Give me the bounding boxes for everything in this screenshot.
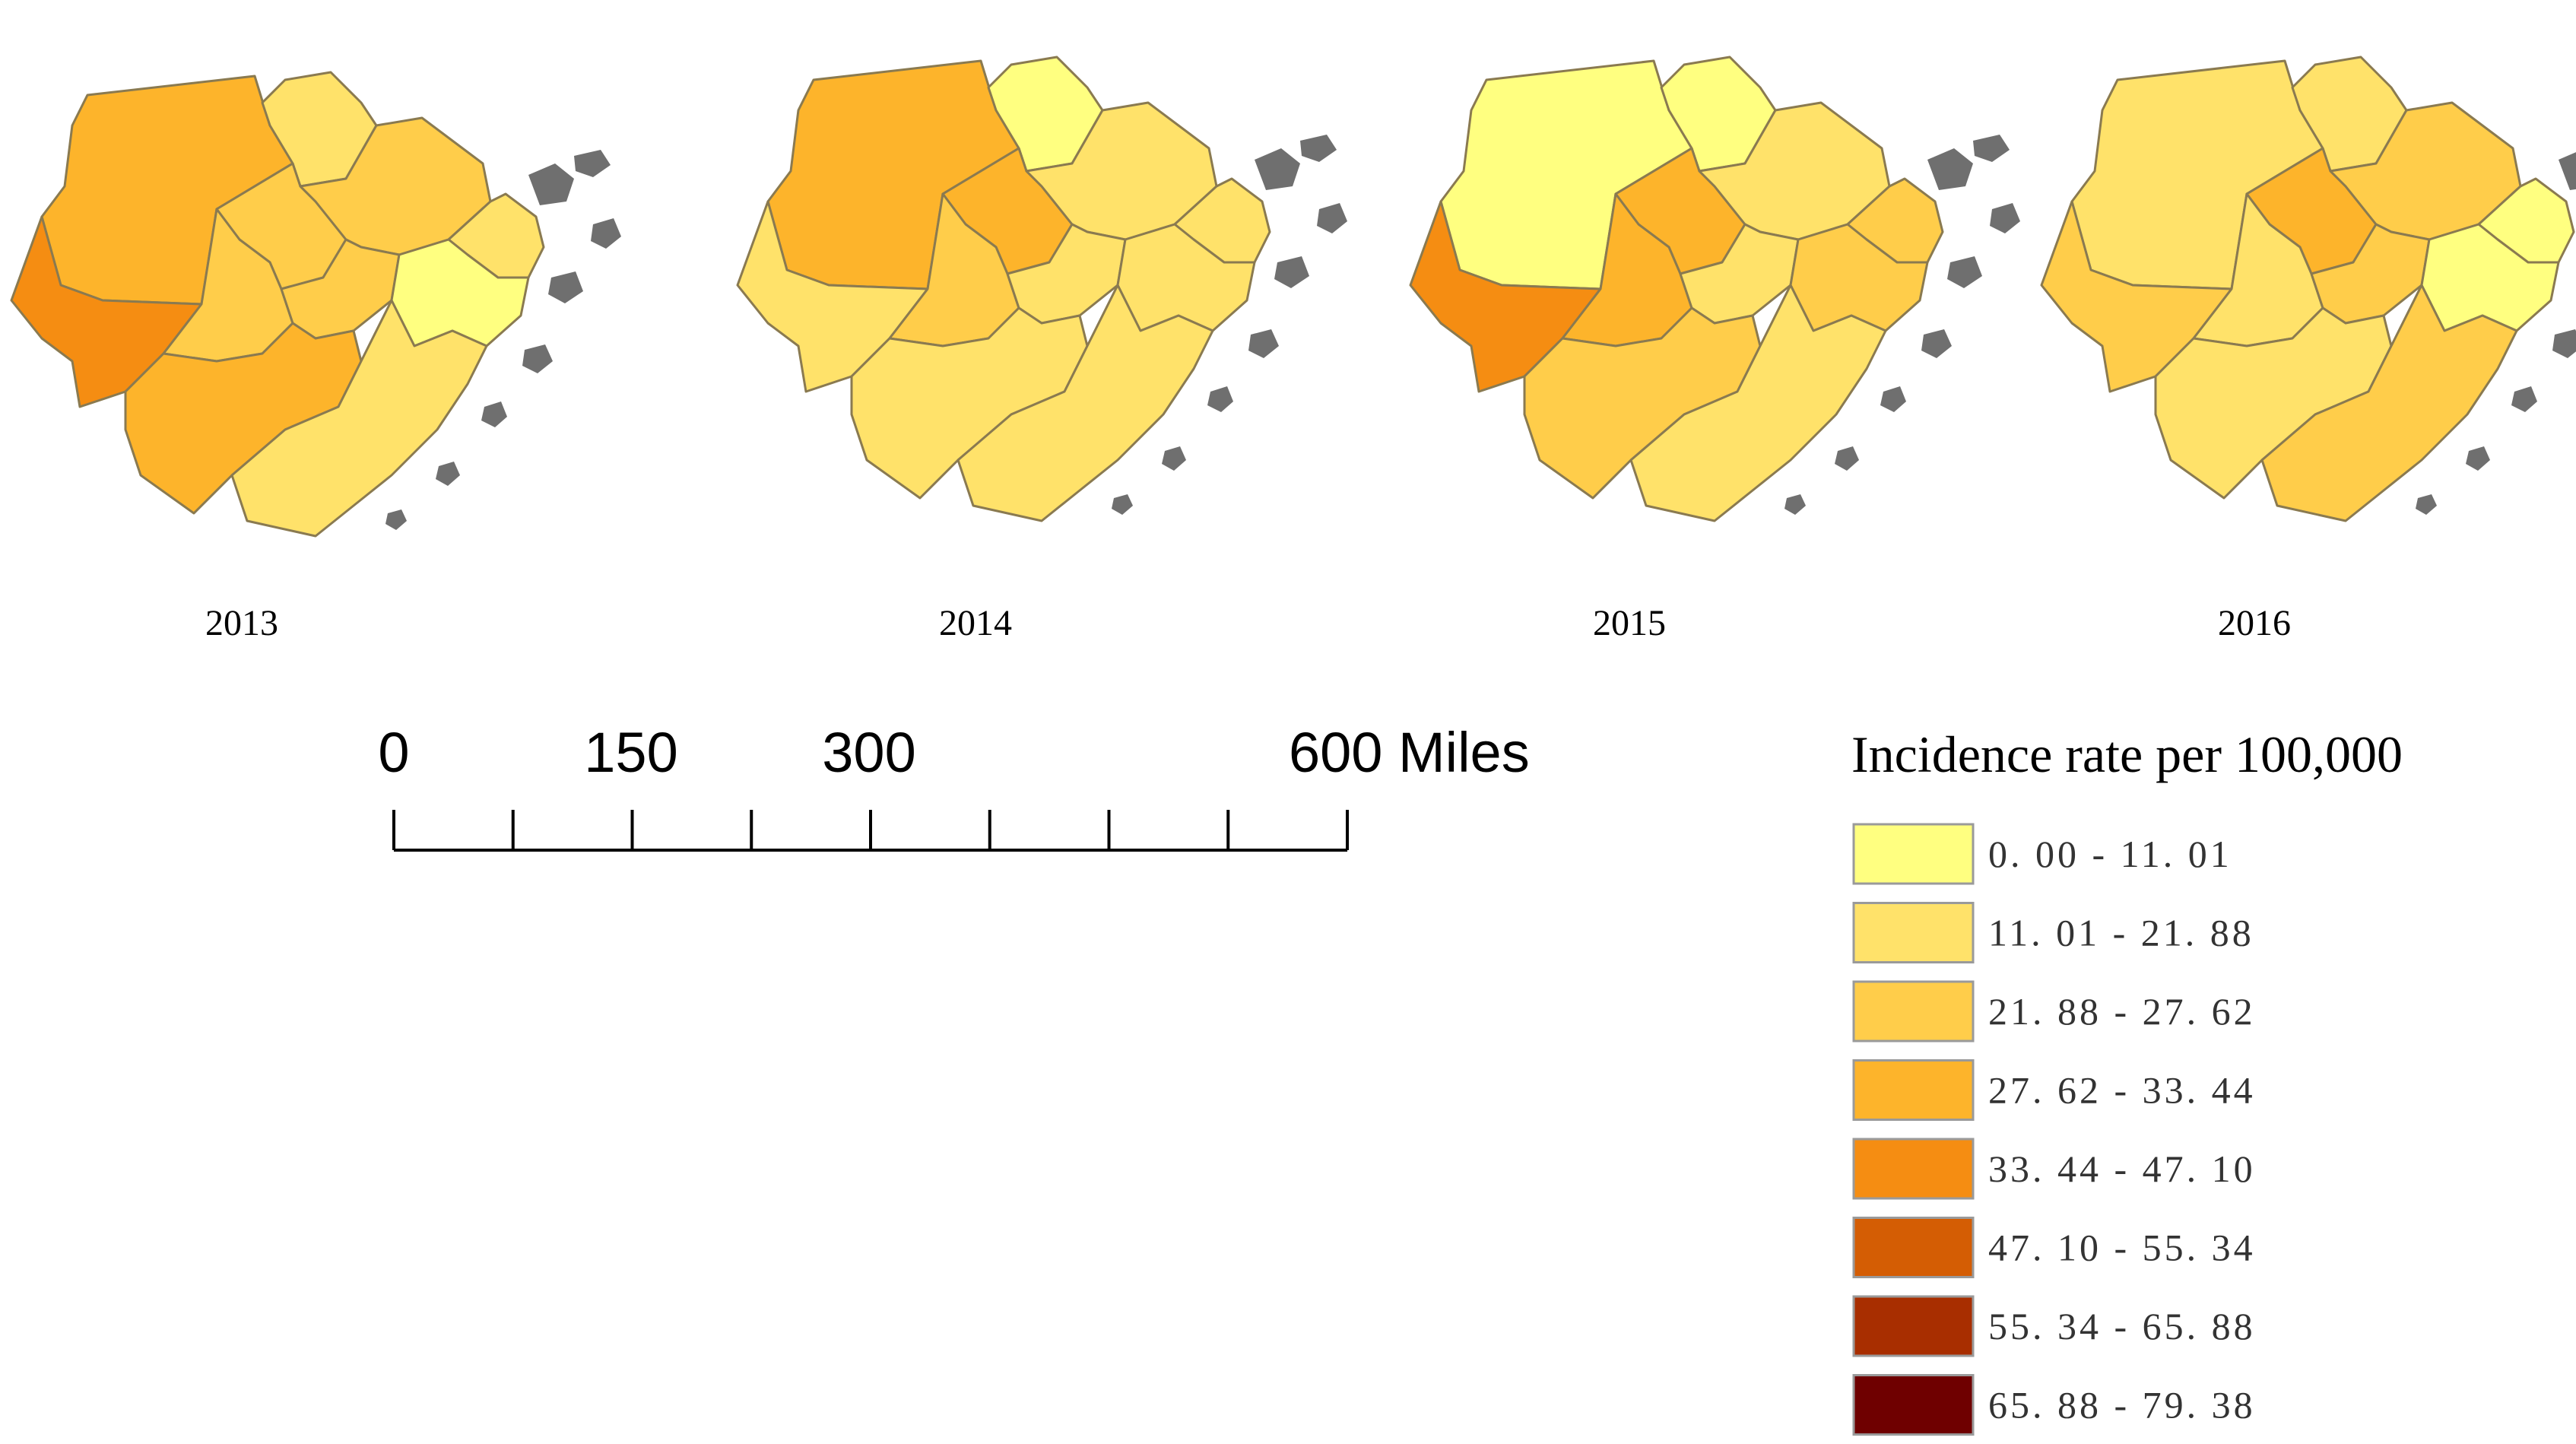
legend-label-2: 11. 01 - 21. 88 (1988, 912, 2254, 954)
year-maps (10, 56, 2576, 538)
map-2015-island-3 (1990, 203, 2020, 233)
legend-swatch-7 (1852, 1295, 1975, 1357)
map-2015-island-7 (1835, 446, 1859, 471)
legend-swatch-3 (1852, 980, 1975, 1043)
scale-label-600-miles: 600 Miles (1289, 721, 1530, 784)
map-2016 (2040, 56, 2576, 522)
map-2013-islands (385, 150, 621, 530)
legend-label-1: 0. 00 - 11. 01 (1988, 833, 2232, 875)
legend-item-7: 55. 34 - 65. 88 (1852, 1295, 2256, 1357)
legend-label-3: 21. 88 - 27. 62 (1988, 990, 2256, 1033)
map-2015-island-4 (1947, 256, 1982, 288)
scale-bar: 0 150 300 600 Miles (378, 721, 1530, 852)
legend-item-4: 27. 62 - 33. 44 (1852, 1059, 2256, 1121)
map-2014-island-1 (1255, 148, 1300, 190)
map-2013-island-7 (436, 462, 460, 486)
map-2013-island-4 (548, 271, 583, 303)
year-labels: 2013 2014 2015 2016 (205, 603, 2291, 643)
year-label-2013: 2013 (205, 603, 278, 643)
map-2015-island-2 (1973, 135, 2010, 162)
map-2016-island-6 (2511, 386, 2537, 412)
map-2016-island-1 (2559, 152, 2576, 190)
legend-swatch-2 (1852, 902, 1975, 963)
legend-item-1: 0. 00 - 11. 01 (1852, 823, 2232, 885)
map-2014-island-2 (1300, 135, 1337, 162)
scale-label-300: 300 (822, 721, 915, 784)
map-2015-islands (1784, 135, 2020, 515)
legend-label-4: 27. 62 - 33. 44 (1988, 1069, 2256, 1112)
legend-item-5: 33. 44 - 47. 10 (1852, 1138, 2256, 1200)
map-2013-island-2 (574, 150, 611, 177)
map-2015-island-8 (1784, 494, 1806, 515)
year-label-2014: 2014 (939, 603, 1012, 643)
legend-title: Incidence rate per 100,000 (1851, 725, 2403, 783)
legend-swatch-6 (1852, 1217, 1975, 1278)
legend-swatch-8 (1852, 1374, 1975, 1436)
map-2016-island-8 (2416, 494, 2437, 515)
legend-label-5: 33. 44 - 47. 10 (1988, 1147, 2256, 1190)
legend-swatch-5 (1852, 1138, 1975, 1200)
map-2013-island-8 (385, 509, 407, 530)
scale-ticks (392, 810, 1349, 852)
legend-items: 0. 00 - 11. 01 11. 01 - 21. 88 21. 88 - 27… (1852, 823, 2256, 1436)
legend-item-8: 65. 88 - 79. 38 (1852, 1374, 2256, 1436)
year-label-2016: 2016 (2218, 603, 2291, 643)
legend: Incidence rate per 100,000 0. 00 - 11. 0… (1851, 725, 2403, 1436)
map-2014-region-11 (956, 284, 1214, 522)
legend-label-6: 47. 10 - 55. 34 (1988, 1227, 2256, 1269)
map-2014-island-4 (1274, 256, 1309, 288)
map-2013-island-6 (481, 401, 507, 427)
map-2015-island-1 (1927, 148, 1973, 190)
map-2015-region-11 (1629, 284, 1887, 522)
legend-item-6: 47. 10 - 55. 34 (1852, 1217, 2256, 1278)
map-2015 (1409, 56, 2020, 522)
map-2013-region-11 (230, 299, 488, 538)
scale-label-150: 150 (584, 721, 677, 784)
legend-item-2: 11. 01 - 21. 88 (1852, 902, 2254, 963)
map-2013 (10, 71, 621, 538)
map-2014 (736, 56, 1347, 522)
map-2014-island-5 (1248, 329, 1279, 358)
map-2014-island-8 (1112, 494, 1133, 515)
map-2015-island-6 (1880, 386, 1906, 412)
legend-item-3: 21. 88 - 27. 62 (1852, 980, 2256, 1043)
legend-swatch-1 (1852, 823, 1975, 885)
map-2016-islands (2416, 152, 2576, 515)
map-2015-island-5 (1921, 329, 1952, 358)
map-2016-island-7 (2466, 446, 2490, 471)
year-label-2015: 2015 (1593, 603, 1666, 643)
scale-label-0: 0 (378, 721, 409, 784)
map-2013-island-5 (522, 344, 553, 373)
legend-swatch-4 (1852, 1059, 1975, 1121)
legend-label-8: 65. 88 - 79. 38 (1988, 1384, 2256, 1427)
map-2014-island-6 (1207, 386, 1233, 412)
map-2014-island-7 (1162, 446, 1186, 471)
map-2014-island-3 (1317, 203, 1347, 233)
map-2013-island-3 (591, 218, 621, 249)
map-2014-islands (1112, 135, 1347, 515)
map-2016-island-5 (2552, 329, 2576, 358)
legend-label-7: 55. 34 - 65. 88 (1988, 1305, 2256, 1347)
map-2013-island-1 (528, 163, 574, 205)
map-2016-region-11 (2260, 284, 2518, 522)
